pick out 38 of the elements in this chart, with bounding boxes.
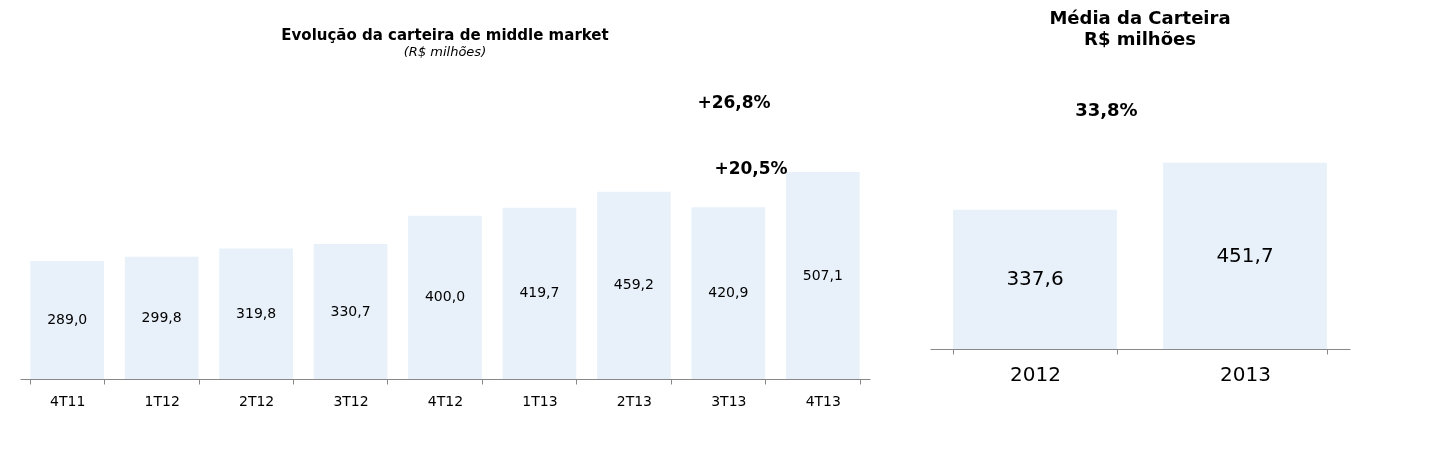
data-label: 289,0 (47, 311, 88, 328)
annotation: +20,5% (714, 158, 788, 178)
data-label: 451,7 (1216, 242, 1274, 267)
bar (408, 215, 482, 379)
data-label: 337,6 (1006, 266, 1064, 291)
x-tick-label: 4T12 (427, 392, 464, 409)
bar (30, 261, 105, 379)
x-tick-label: 4T11 (50, 392, 86, 409)
chart-subtitle: R$ milhões (1084, 28, 1196, 49)
text: +26,8% (697, 92, 771, 112)
x-tick-label: 1T12 (144, 392, 180, 409)
data-label: 459,2 (613, 276, 654, 293)
x-tick-label: 2T13 (616, 392, 653, 409)
bar (124, 256, 199, 379)
x-tick-label: 3T13 (711, 392, 747, 409)
x-tick-label: 3T12 (333, 392, 369, 409)
data-label: 330,7 (330, 302, 371, 319)
bar (597, 191, 671, 379)
bar (313, 244, 388, 379)
chart-title: Média da Carteira (1049, 7, 1231, 28)
chart-title: Evolução da carteira de middle market (281, 26, 609, 44)
x-tick-label: 4T13 (805, 392, 841, 409)
data-label: 299,8 (141, 308, 182, 325)
bar (691, 207, 766, 379)
bar (785, 172, 860, 379)
data-label: 507,1 (802, 266, 843, 283)
x-tick-label: 2T12 (238, 392, 275, 409)
x-tick-label: 1T13 (522, 392, 558, 409)
bar (219, 248, 293, 379)
data-label: 400,0 (424, 288, 466, 305)
data-label: 420,9 (708, 284, 749, 301)
data-label: 419,7 (519, 284, 560, 301)
x-tick-label: 2012 (1010, 361, 1061, 386)
chart-subtitle: (R$ milhões) (403, 44, 487, 59)
data-label: 319,8 (236, 304, 277, 321)
bar (502, 207, 577, 379)
text: 33,8% (1075, 99, 1138, 121)
x-tick-label: 2013 (1220, 361, 1271, 386)
